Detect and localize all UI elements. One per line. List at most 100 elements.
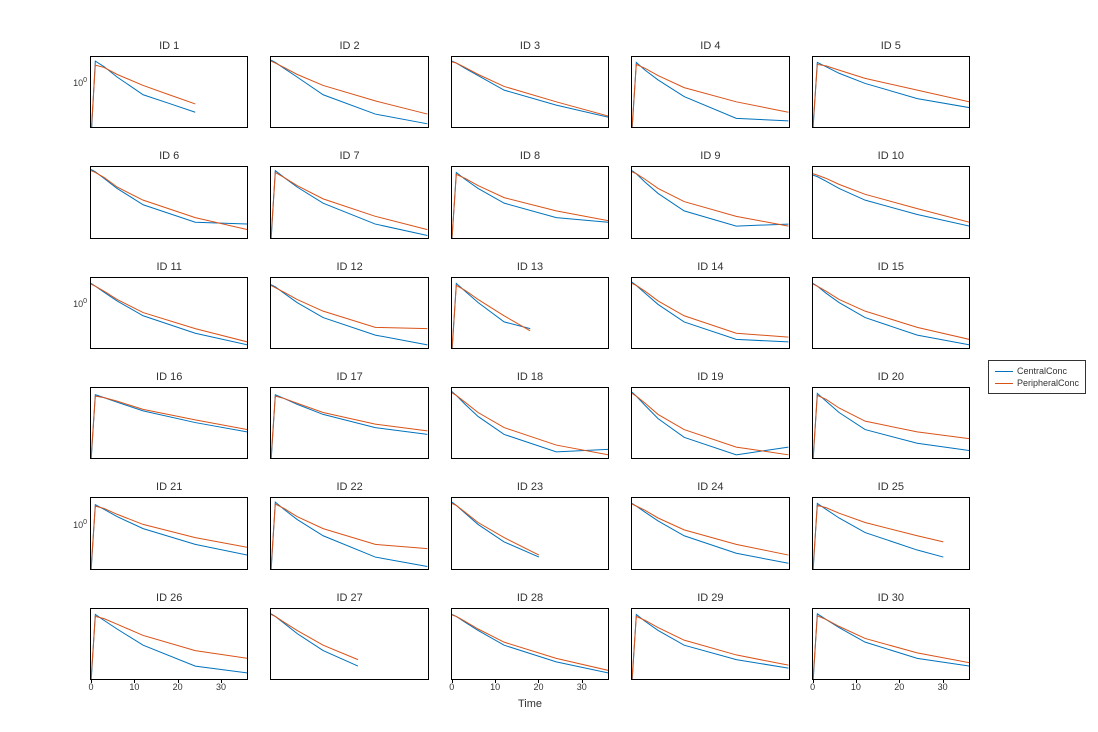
subplot-cell: ID 23 [451, 481, 609, 569]
subplot-title: ID 30 [878, 592, 904, 606]
subplot-title: ID 8 [520, 150, 540, 164]
subplot-panel: 0102030 [451, 608, 609, 680]
subplot-panel [631, 608, 789, 680]
subplot-cell: ID 24 [631, 481, 789, 569]
subplot-cell: ID 14 [631, 261, 789, 349]
subplot-cell: ID 25 [812, 481, 970, 569]
subplot-title: ID 27 [336, 592, 362, 606]
subplot-title: ID 19 [697, 371, 723, 385]
subplot-title: ID 4 [700, 40, 720, 54]
subplot-title: ID 11 [156, 261, 181, 275]
subplot-cell: ID 20 [812, 371, 970, 459]
subplot-panel [451, 277, 609, 349]
subplot-cell: ID 2 [270, 40, 428, 128]
subplot-panel [812, 497, 970, 569]
subplot-title: ID 23 [517, 481, 543, 495]
subplot-title: ID 13 [517, 261, 543, 275]
subplot-cell: ID 28 0102030 [451, 592, 609, 680]
subplot-panel [270, 608, 428, 680]
subplot-panel [812, 277, 970, 349]
subplot-figure: ID 1100 ID 2 ID 3 ID 4 ID 5 ID 6 ID 7 ID 8 ID 9 I… [90, 40, 970, 680]
subplot-cell: ID 3 [451, 40, 609, 128]
subplot-cell: ID 16 [90, 371, 248, 459]
y-tick-label: 100 [57, 77, 87, 88]
subplot-title: ID 10 [878, 150, 904, 164]
x-tick-label: 10 [129, 682, 139, 692]
subplot-title: ID 22 [336, 481, 362, 495]
x-tick-label: 30 [577, 682, 587, 692]
subplot-title: ID 28 [517, 592, 543, 606]
subplot-panel [451, 497, 609, 569]
subplot-cell: ID 18 [451, 371, 609, 459]
subplot-panel [812, 166, 970, 238]
subplot-title: ID 20 [878, 371, 904, 385]
subplot-title: ID 29 [697, 592, 723, 606]
x-axis-label: Time [518, 698, 542, 710]
subplot-panel: 100 [90, 56, 248, 128]
subplot-title: ID 5 [881, 40, 901, 54]
subplot-cell: ID 22 [270, 481, 428, 569]
x-tick-label: 10 [490, 682, 500, 692]
subplot-cell: ID 1100 [90, 40, 248, 128]
subplot-cell: ID 11 100 [90, 261, 248, 349]
subplot-panel: 100 [90, 277, 248, 349]
x-tick-label: 30 [938, 682, 948, 692]
x-tick-label: 0 [810, 682, 815, 692]
legend-item: PeripheralConc [995, 377, 1079, 389]
y-tick-label: 100 [57, 519, 87, 530]
subplot-cell: ID 17 [270, 371, 428, 459]
subplot-grid: ID 1100 ID 2 ID 3 ID 4 ID 5 ID 6 ID 7 ID 8 ID 9 I… [90, 40, 970, 680]
x-tick-label: 20 [894, 682, 904, 692]
subplot-cell: ID 5 [812, 40, 970, 128]
subplot-panel [270, 277, 428, 349]
subplot-cell: ID 8 [451, 150, 609, 238]
subplot-title: ID 24 [697, 481, 723, 495]
subplot-cell: ID 9 [631, 150, 789, 238]
subplot-cell: ID 15 [812, 261, 970, 349]
subplot-title: ID 2 [340, 40, 360, 54]
subplot-title: ID 21 [156, 481, 182, 495]
subplot-panel [270, 497, 428, 569]
x-tick-label: 10 [851, 682, 861, 692]
subplot-title: ID 26 [156, 592, 182, 606]
subplot-panel [270, 166, 428, 238]
subplot-panel: 100 [90, 497, 248, 569]
subplot-title: ID 25 [878, 481, 904, 495]
legend-swatch [995, 371, 1013, 372]
subplot-title: ID 12 [336, 261, 362, 275]
subplot-panel [90, 166, 248, 238]
subplot-cell: ID 27 [270, 592, 428, 680]
subplot-panel [631, 277, 789, 349]
legend: CentralConc PeripheralConc [988, 360, 1086, 394]
subplot-title: ID 14 [697, 261, 723, 275]
x-tick-label: 0 [88, 682, 93, 692]
subplot-cell: ID 12 [270, 261, 428, 349]
subplot-title: ID 18 [517, 371, 543, 385]
y-tick-label: 100 [57, 298, 87, 309]
subplot-panel [631, 497, 789, 569]
legend-label: PeripheralConc [1017, 377, 1079, 389]
x-tick-label: 30 [216, 682, 226, 692]
subplot-title: ID 16 [156, 371, 182, 385]
subplot-cell: ID 21 100 [90, 481, 248, 569]
subplot-cell: ID 26 0102030 [90, 592, 248, 680]
subplot-cell: ID 29 [631, 592, 789, 680]
subplot-title: ID 6 [159, 150, 179, 164]
subplot-panel [812, 56, 970, 128]
subplot-panel [90, 387, 248, 459]
subplot-title: ID 15 [878, 261, 904, 275]
subplot-cell: ID 4 [631, 40, 789, 128]
subplot-panel [451, 166, 609, 238]
subplot-cell: ID 30 0102030 [812, 592, 970, 680]
subplot-panel: 0102030 [90, 608, 248, 680]
subplot-panel: 0102030 [812, 608, 970, 680]
subplot-panel [812, 387, 970, 459]
subplot-panel [631, 387, 789, 459]
x-tick-label: 20 [173, 682, 183, 692]
subplot-cell: ID 6 [90, 150, 248, 238]
subplot-title: ID 7 [340, 150, 360, 164]
x-tick-label: 0 [449, 682, 454, 692]
subplot-panel [631, 166, 789, 238]
subplot-cell: ID 13 [451, 261, 609, 349]
subplot-title: ID 3 [520, 40, 540, 54]
